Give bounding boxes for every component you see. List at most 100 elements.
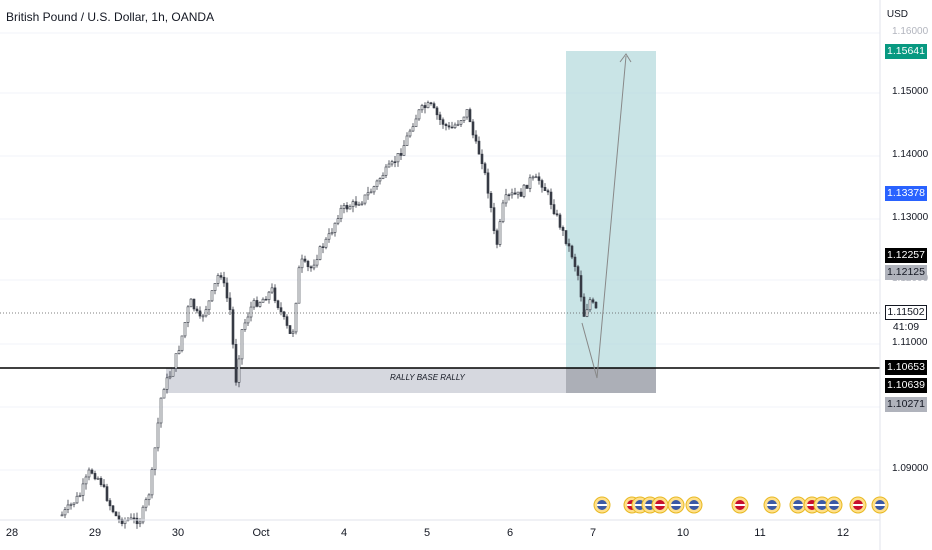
candle-body: [291, 331, 295, 334]
candle-body: [240, 329, 244, 360]
us-flag-icon[interactable]: [667, 496, 685, 514]
candle-body: [405, 135, 409, 146]
candle-body: [189, 298, 193, 308]
candle-body: [141, 506, 145, 523]
candle-body: [93, 473, 97, 480]
black-price-badge: 1.12257: [885, 248, 927, 263]
candle-body: [318, 246, 322, 260]
price-tick: 1.16000: [892, 26, 929, 37]
candle-body: [483, 163, 487, 174]
candle-body: [342, 205, 346, 209]
candle-body: [468, 109, 472, 123]
candle-body: [498, 221, 502, 245]
candle-body: [237, 358, 241, 383]
us-flag-icon[interactable]: [685, 496, 703, 514]
candle-body: [63, 509, 67, 516]
candle-body: [447, 125, 451, 128]
candle-body: [69, 503, 73, 506]
candle-body: [480, 153, 484, 165]
target-zone[interactable]: [566, 51, 656, 368]
candle-body: [513, 192, 517, 195]
candle-body: [66, 504, 70, 510]
candle-body: [231, 309, 235, 345]
candle-body: [453, 124, 457, 128]
candle-body: [420, 105, 424, 111]
candle-body: [333, 222, 337, 233]
date-tick: 30: [171, 527, 185, 539]
candle-body: [441, 119, 445, 125]
candle-body: [384, 166, 388, 176]
candle-body: [537, 176, 541, 181]
candle-body: [444, 124, 448, 127]
candle-body: [348, 206, 352, 210]
candle-body: [579, 275, 583, 298]
candle-body: [153, 447, 157, 470]
candle-body: [462, 116, 466, 121]
date-tick: 4: [340, 527, 348, 539]
candle-body: [474, 134, 478, 142]
base-zone-left[interactable]: [166, 368, 566, 393]
symbol-title[interactable]: British Pound / U.S. Dollar, 1h, OANDA: [6, 10, 215, 24]
gray-price-badge: 1.12125: [885, 265, 927, 280]
candle-body: [330, 232, 334, 235]
candle-body: [78, 495, 82, 497]
support-price-badge: 1.10653: [885, 360, 927, 375]
candle-body: [357, 204, 361, 206]
us-flag-icon[interactable]: [825, 496, 843, 514]
candle-body: [204, 309, 208, 317]
candle-body: [120, 518, 124, 524]
candle-body: [432, 103, 436, 109]
candle-body: [534, 176, 538, 179]
candle-body: [147, 494, 151, 501]
candles: [60, 100, 598, 529]
candle-body: [429, 102, 433, 105]
candle-body: [531, 176, 535, 179]
candle-body: [423, 105, 427, 109]
uk-flag-icon[interactable]: [731, 496, 749, 514]
candle-body: [234, 344, 238, 383]
candle-body: [381, 174, 385, 179]
base-zone-right[interactable]: [566, 368, 656, 393]
candle-body: [363, 194, 367, 204]
us-flag-icon[interactable]: [763, 496, 781, 514]
candle-body: [210, 290, 214, 302]
candle-body: [216, 275, 220, 284]
candle-body: [456, 123, 460, 126]
candle-body: [282, 311, 286, 317]
projection-path[interactable]: [581, 55, 627, 379]
candle-body: [225, 282, 229, 299]
candle-body: [228, 297, 232, 310]
candle-body: [522, 184, 526, 197]
uk-flag-icon[interactable]: [651, 496, 669, 514]
price-tick: 1.11000: [892, 337, 928, 348]
candle-body: [81, 483, 85, 496]
date-tick: 7: [589, 527, 597, 539]
candle-body: [279, 307, 283, 313]
candle-body: [252, 300, 256, 308]
candle-body: [378, 178, 382, 182]
candle-body: [285, 316, 289, 326]
candle-body: [99, 478, 103, 485]
candle-body: [360, 202, 364, 205]
candle-body: [525, 184, 529, 189]
currency-label[interactable]: USD: [886, 9, 908, 20]
candle-body: [411, 126, 415, 132]
candle-body: [324, 238, 328, 248]
us-flag-icon[interactable]: [593, 496, 611, 514]
candle-body: [567, 243, 571, 247]
candle-body: [75, 495, 79, 504]
candle-body: [495, 230, 499, 245]
candle-body: [264, 298, 268, 301]
candle-body: [303, 258, 307, 262]
candle-body: [261, 298, 265, 303]
candle-body: [96, 478, 100, 480]
candle-body: [255, 300, 259, 307]
candle-body: [339, 207, 343, 219]
uk-flag-icon[interactable]: [849, 496, 867, 514]
black-price-badge: 1.10639: [885, 378, 927, 393]
candle-body: [174, 353, 178, 369]
candle-body: [159, 397, 163, 424]
candle-body: [201, 315, 205, 318]
us-flag-icon[interactable]: [871, 496, 889, 514]
